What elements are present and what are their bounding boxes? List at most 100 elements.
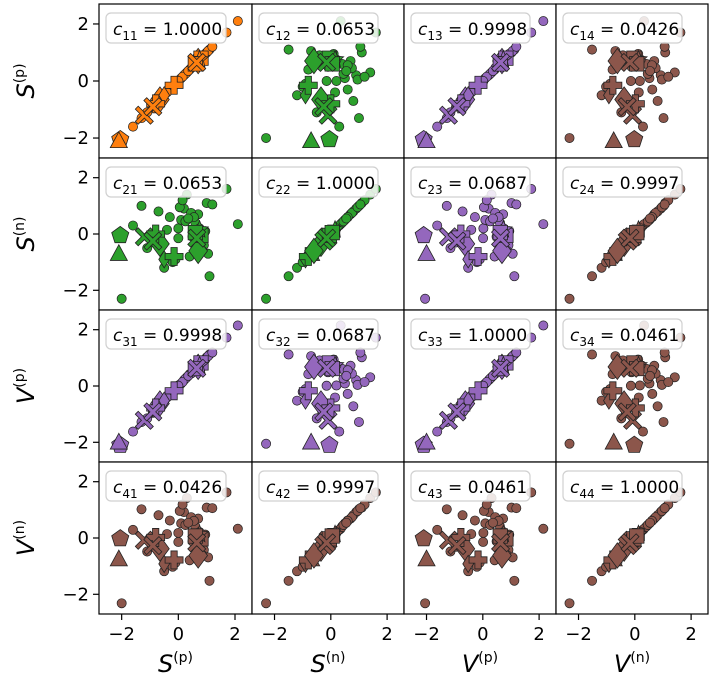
x-tick-label: 2 — [533, 624, 544, 645]
marker-x — [317, 533, 337, 553]
data-point — [488, 517, 498, 528]
correlation-box — [258, 470, 379, 502]
x-axis-label: V(n) — [614, 650, 650, 678]
y-axis-label-base: S — [12, 236, 40, 251]
data-point — [587, 44, 597, 55]
marker-x — [447, 231, 467, 251]
correlation-symbol: c — [266, 20, 276, 40]
data-point — [587, 271, 597, 282]
marker-triangle — [109, 549, 129, 567]
data-point — [564, 293, 575, 304]
marker-pentagon — [625, 129, 644, 148]
data-point — [128, 426, 138, 437]
data-point — [355, 503, 366, 514]
marker-triangle — [301, 131, 321, 149]
marker-x — [187, 52, 207, 73]
panel-r2-c2: c22 = 1.0000 — [251, 157, 405, 311]
y-axis-label: V(p) — [12, 368, 40, 404]
y-tick-label: 2 — [78, 168, 89, 189]
x-tick-label: 2 — [229, 624, 240, 645]
data-point — [164, 515, 175, 526]
marker-x — [187, 228, 207, 248]
data-point — [173, 527, 184, 538]
correlation-box — [258, 166, 379, 198]
correlation-symbol: c — [418, 20, 428, 40]
marker-plus — [625, 94, 645, 114]
data-point — [342, 84, 353, 95]
data-point — [538, 320, 549, 331]
x-axis-label-sup: (n) — [630, 650, 650, 666]
panel-r2-c4: c24 = 0.9997 — [555, 157, 709, 311]
marker-plus — [625, 398, 645, 418]
marker-x — [143, 231, 163, 251]
data-point — [509, 575, 520, 586]
data-point — [128, 121, 138, 132]
marker-x — [187, 533, 207, 553]
data-point — [116, 293, 127, 304]
data-point — [261, 438, 272, 449]
marker-pentagon — [414, 225, 433, 244]
data-point — [359, 71, 370, 82]
points-group — [564, 16, 686, 149]
correlation-box — [562, 166, 683, 198]
x-axis-label-sup: (p) — [478, 650, 498, 666]
correlation-index: 41 — [122, 487, 137, 501]
data-point — [420, 293, 431, 304]
data-point — [116, 598, 127, 609]
points-group — [109, 16, 243, 149]
data-point — [658, 113, 669, 124]
correlation-label: c33 = 1.0000 — [418, 326, 527, 349]
points-group — [261, 16, 381, 149]
data-point — [538, 16, 549, 27]
correlation-label: c44 = 1.0000 — [570, 478, 679, 501]
data-point — [183, 517, 194, 528]
correlation-label: c31 = 0.9998 — [113, 326, 222, 349]
marker-triangle — [109, 131, 129, 149]
points-group — [109, 320, 243, 453]
correlation-index: 24 — [579, 183, 594, 197]
marker-x — [620, 533, 640, 553]
data-point — [354, 417, 364, 427]
panel-r3-c3: c33 = 1.0000 — [403, 309, 557, 463]
marker-plus — [468, 247, 488, 266]
correlation-label: c12 = 0.0653 — [266, 20, 375, 43]
panel-r1-c4: c14 = 0.0426 — [555, 3, 709, 159]
data-point — [342, 388, 353, 399]
correlation-value: = 0.0461 — [595, 326, 680, 346]
data-point — [645, 517, 655, 528]
marker-triangle — [109, 432, 129, 450]
correlation-label: c32 = 0.0687 — [266, 326, 375, 349]
data-point — [204, 575, 215, 586]
data-point — [232, 320, 243, 331]
correlation-index: 42 — [275, 487, 290, 501]
data-point — [432, 220, 443, 231]
marker-x — [490, 228, 511, 248]
data-point — [638, 426, 648, 437]
data-point — [334, 426, 345, 437]
panel-r4-c4: c44 = 1.0000 — [555, 461, 709, 615]
data-point — [645, 66, 655, 76]
data-point — [478, 223, 489, 234]
correlation-box — [562, 12, 683, 44]
data-point — [564, 438, 575, 449]
data-point — [334, 121, 345, 132]
x-axis-label-base: S — [158, 650, 173, 678]
data-point — [136, 200, 147, 211]
data-point — [652, 401, 663, 412]
y-axis-label-sup: (n) — [12, 520, 28, 540]
marker-plus — [164, 75, 184, 95]
marker-plus — [603, 75, 623, 95]
data-point — [359, 377, 370, 388]
data-point — [261, 598, 272, 609]
x-tick-label: 0 — [173, 624, 184, 645]
x-tick-label: 0 — [477, 624, 488, 645]
correlation-symbol: c — [570, 326, 580, 346]
correlation-box — [562, 318, 683, 350]
data-point — [625, 76, 636, 86]
points-group — [414, 184, 549, 304]
correlation-box — [410, 12, 531, 44]
correlation-index: 12 — [275, 29, 290, 43]
marker-x — [490, 533, 511, 553]
panel-r4-c3: c43 = 0.0461 — [403, 461, 557, 615]
marker-x — [447, 97, 467, 117]
